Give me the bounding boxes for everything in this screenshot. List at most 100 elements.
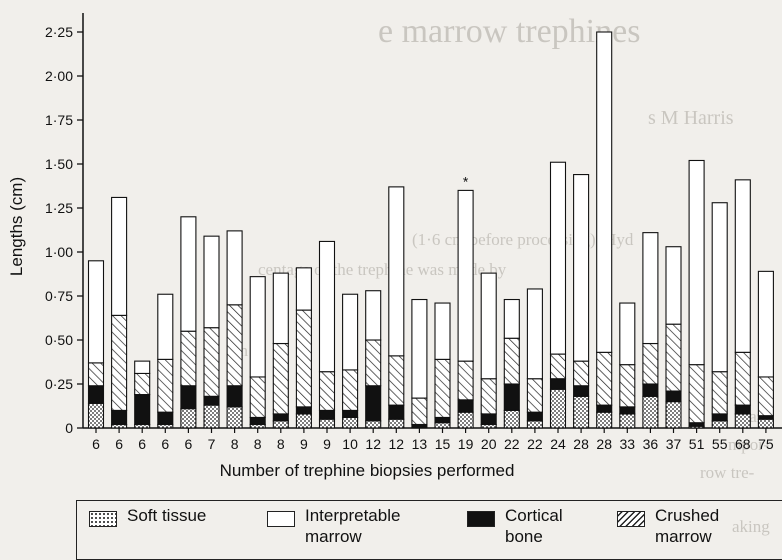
x-tick-label: 8 — [231, 436, 239, 452]
x-tick-label: 51 — [689, 436, 705, 452]
bar-segment-dots — [619, 413, 636, 429]
x-tick-label: 6 — [185, 436, 193, 452]
bar-segment-hatch — [619, 364, 636, 408]
bar-segment-dots — [434, 422, 451, 429]
bar-segment-dots — [295, 413, 312, 429]
bar-segment-hatch — [411, 397, 428, 426]
legend: Soft tissue Interpretable marrow Cortica… — [76, 500, 782, 560]
bar-segment-solid — [526, 411, 543, 422]
x-tick-label: 75 — [758, 436, 774, 452]
bar-segment-white — [342, 293, 359, 371]
x-tick-label: 7 — [208, 436, 216, 452]
legend-swatch-solid — [467, 511, 495, 527]
legend-label-cortical-bone: Cortical bone — [505, 506, 563, 546]
bar-segment-white — [457, 189, 474, 362]
bar-segment-solid — [573, 385, 590, 397]
bar-segment-white — [549, 161, 567, 355]
bar-segment-hatch — [734, 351, 751, 406]
bar-segment-hatch — [526, 378, 543, 413]
bar-segment-white — [526, 288, 543, 380]
bar-segment-hatch — [180, 330, 197, 387]
bar-segment-dots — [318, 418, 336, 429]
bar-segment-dots — [388, 418, 405, 429]
bar-segment-solid — [203, 395, 220, 406]
bar-segment-solid — [226, 385, 243, 408]
legend-item-crushed-marrow: Crushed marrow — [617, 505, 719, 547]
legend-item-cortical-bone: Cortical bone — [467, 505, 563, 547]
bar-segment-dots — [549, 388, 567, 429]
bar-segment-white — [180, 216, 197, 332]
bar-segment-hatch — [249, 376, 266, 418]
bar-segment-solid — [457, 399, 474, 413]
y-tick-label: 0·25 — [45, 376, 73, 392]
x-tick-label: 20 — [481, 436, 497, 452]
bar-segment-white — [757, 270, 774, 378]
bar-segment-dots — [203, 404, 220, 429]
bar-segment-hatch — [318, 371, 336, 411]
bar-segment-white — [365, 290, 382, 341]
bar-segment-hatch — [272, 342, 289, 415]
y-tick-label: 0·50 — [45, 332, 73, 348]
bar-segment-solid — [157, 411, 174, 426]
x-tick-label: 22 — [527, 436, 543, 452]
x-tick-label: 6 — [161, 436, 169, 452]
y-tick-label: 1·00 — [45, 244, 73, 260]
bar-segment-solid — [619, 406, 636, 415]
x-tick-label: 12 — [389, 436, 405, 452]
bar-segment-hatch — [111, 314, 128, 411]
bar-segment-hatch — [503, 337, 520, 385]
x-tick-label: 8 — [254, 436, 262, 452]
bar-segment-solid — [503, 383, 520, 411]
bar-segment-white — [434, 302, 451, 360]
x-tick-label: 15 — [435, 436, 451, 452]
legend-swatch-white — [267, 511, 295, 527]
bar-segment-hatch — [342, 369, 359, 411]
bar-segment-solid — [87, 385, 105, 404]
bar-segment-hatch — [295, 309, 312, 408]
bar-segment-white — [388, 186, 405, 357]
y-tick-label: 2·00 — [45, 68, 73, 84]
x-tick-label: 33 — [620, 436, 636, 452]
bar-segment-solid — [272, 413, 289, 422]
bar-segment-white — [573, 174, 590, 362]
x-tick-label: 13 — [412, 436, 428, 452]
legend-swatch-hatch — [617, 511, 645, 527]
y-tick-label: 1·50 — [45, 156, 73, 172]
bar-segment-hatch — [434, 358, 451, 418]
bar-segment-solid — [342, 409, 359, 418]
bar-segment-dots — [757, 418, 774, 429]
y-tick-label: 0·75 — [45, 288, 73, 304]
bar-segment-hatch — [665, 323, 682, 392]
bar-segment-white — [203, 235, 220, 329]
x-tick-label: 9 — [300, 436, 308, 452]
x-tick-label: 12 — [365, 436, 381, 452]
bar-segment-hatch — [596, 351, 613, 406]
bar-segment-hatch — [642, 342, 659, 385]
bar-segment-dots — [342, 416, 359, 429]
bar-segment-hatch — [549, 353, 567, 380]
bar-segment-hatch — [203, 327, 220, 397]
x-tick-label: 10 — [342, 436, 358, 452]
bar-segment-hatch — [480, 378, 497, 415]
bar-segment-solid — [480, 413, 497, 426]
x-tick-label: 68 — [735, 436, 751, 452]
legend-label-interpretable-marrow: Interpretable marrow — [305, 506, 401, 546]
bar-segment-dots — [526, 420, 543, 429]
bar-segment-dots — [226, 406, 243, 429]
y-axis-title: Lengths (cm) — [7, 177, 26, 276]
bar-segment-solid — [111, 409, 128, 426]
bar-segment-dots — [272, 420, 289, 429]
x-tick-label: 37 — [666, 436, 682, 452]
bar-segment-solid — [734, 404, 751, 415]
bar-segment-hatch — [87, 362, 105, 387]
x-axis-title: Number of trephine biopsies performed — [220, 461, 515, 480]
bar-segment-solid — [549, 378, 567, 390]
bar-segment-white — [272, 272, 289, 345]
legend-label-crushed-marrow: Crushed marrow — [655, 506, 720, 546]
x-tick-label: 19 — [458, 436, 474, 452]
bar-segment-dots — [180, 408, 197, 429]
bar-segment-white — [111, 196, 128, 316]
x-tick-label: 36 — [643, 436, 659, 452]
legend-item-interpretable-marrow: Interpretable marrow — [267, 505, 400, 547]
annotation-asterisk: * — [463, 173, 469, 189]
